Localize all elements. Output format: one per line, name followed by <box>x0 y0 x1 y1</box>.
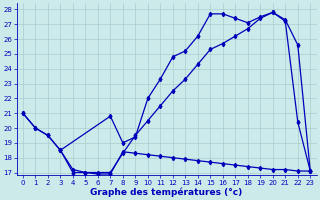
X-axis label: Graphe des températures (°c): Graphe des températures (°c) <box>91 187 243 197</box>
